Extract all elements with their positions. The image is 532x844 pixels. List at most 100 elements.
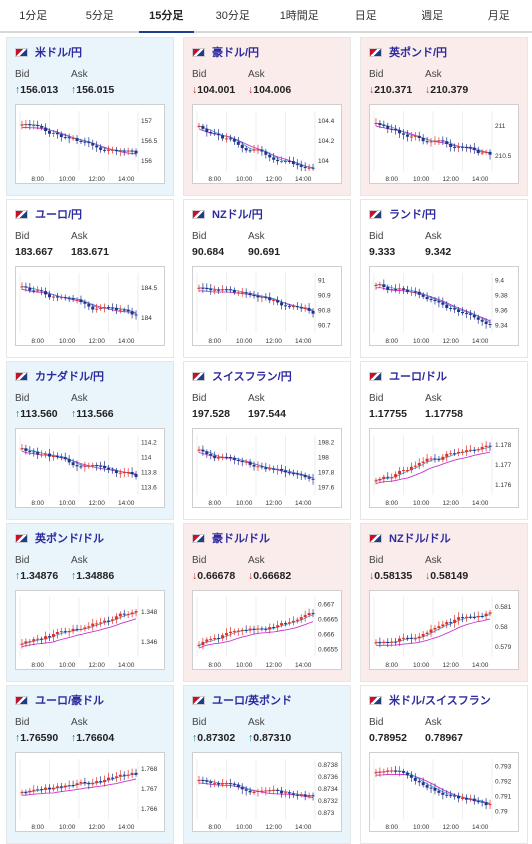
- candle-body: [378, 479, 381, 481]
- pair-name[interactable]: ユーロ/ドル: [389, 368, 447, 384]
- bid-value: 197.528: [192, 408, 230, 420]
- candle-body: [276, 160, 279, 161]
- tab-3[interactable]: 30分足: [200, 0, 267, 31]
- pair-name[interactable]: ランド/円: [389, 206, 436, 222]
- candle-body: [115, 470, 118, 473]
- bid-number: 1.76590: [20, 732, 58, 744]
- x-tick-label: 8:00: [385, 176, 398, 183]
- y-tick-label: 1.767: [141, 786, 158, 793]
- pair-name[interactable]: ユーロ/豪ドル: [35, 692, 104, 708]
- candle-body: [213, 638, 216, 639]
- x-tick-label: 10:00: [59, 500, 76, 507]
- candle-body: [91, 465, 94, 466]
- candle-body: [221, 783, 224, 784]
- tab-2[interactable]: 15分足: [133, 0, 200, 31]
- bid-number: 104.001: [197, 84, 235, 96]
- candle-body: [52, 456, 55, 457]
- candle-body: [433, 141, 436, 142]
- bid-value: ↓104.001: [192, 84, 235, 96]
- pair-name[interactable]: 米ドル/円: [35, 44, 82, 60]
- tab-0[interactable]: 1分足: [0, 0, 67, 31]
- candle-body: [213, 133, 216, 134]
- x-tick-label: 10:00: [236, 176, 253, 183]
- pair-name[interactable]: NZドル/円: [212, 206, 263, 222]
- tab-1[interactable]: 5分足: [67, 0, 134, 31]
- pair-name[interactable]: スイスフラン/円: [212, 368, 292, 384]
- pair-name[interactable]: 英ポンド/円: [389, 44, 447, 60]
- y-tick-label: 197.8: [318, 470, 335, 477]
- pair-name[interactable]: 米ドル/スイスフラン: [389, 692, 491, 708]
- candle-body: [264, 790, 267, 791]
- candle-body: [72, 138, 75, 139]
- candle-body: [36, 789, 39, 790]
- bid-label: Bid: [369, 555, 383, 566]
- pair-name[interactable]: 豪ドル/円: [212, 44, 259, 60]
- bid-label: Bid: [15, 717, 29, 728]
- candle-body: [292, 306, 295, 307]
- candle-body: [83, 466, 86, 467]
- x-tick-label: 8:00: [385, 824, 398, 831]
- candle-body: [256, 791, 259, 792]
- candle-body: [386, 477, 389, 478]
- ask-value: ↑1.76604: [71, 732, 114, 744]
- x-tick-label: 8:00: [385, 500, 398, 507]
- y-tick-label: 113.8: [141, 470, 157, 477]
- x-tick-label: 12:00: [443, 176, 460, 183]
- us-jp-flag-icon: [15, 48, 28, 57]
- candle-body: [24, 448, 27, 451]
- pair-name[interactable]: 豪ドル/ドル: [212, 530, 270, 546]
- y-tick-label: 1.348: [141, 609, 158, 616]
- pair-name[interactable]: ユーロ/英ポンド: [212, 692, 292, 708]
- candle-body: [115, 150, 118, 151]
- candle-body: [410, 291, 413, 292]
- candle-body: [201, 780, 204, 781]
- tab-7[interactable]: 月足: [466, 0, 532, 31]
- candle-body: [40, 126, 43, 128]
- pair-name[interactable]: カナダドル/円: [35, 368, 104, 384]
- tab-5[interactable]: 日足: [333, 0, 400, 31]
- ask-value: 0.78967: [425, 732, 463, 744]
- tab-6[interactable]: 週足: [399, 0, 466, 31]
- pair-name[interactable]: NZドル/ドル: [389, 530, 451, 546]
- tab-4[interactable]: 1時間足: [266, 0, 333, 31]
- pair-name[interactable]: 英ポンド/ドル: [35, 530, 104, 546]
- pair-name[interactable]: ユーロ/円: [35, 206, 82, 222]
- candle-body: [473, 315, 476, 317]
- ask-value: ↑156.015: [71, 84, 114, 96]
- candle-body: [20, 644, 23, 645]
- candle-body: [233, 784, 236, 785]
- card-header: 米ドル/スイスフラン: [369, 692, 491, 708]
- candle-body: [28, 451, 31, 452]
